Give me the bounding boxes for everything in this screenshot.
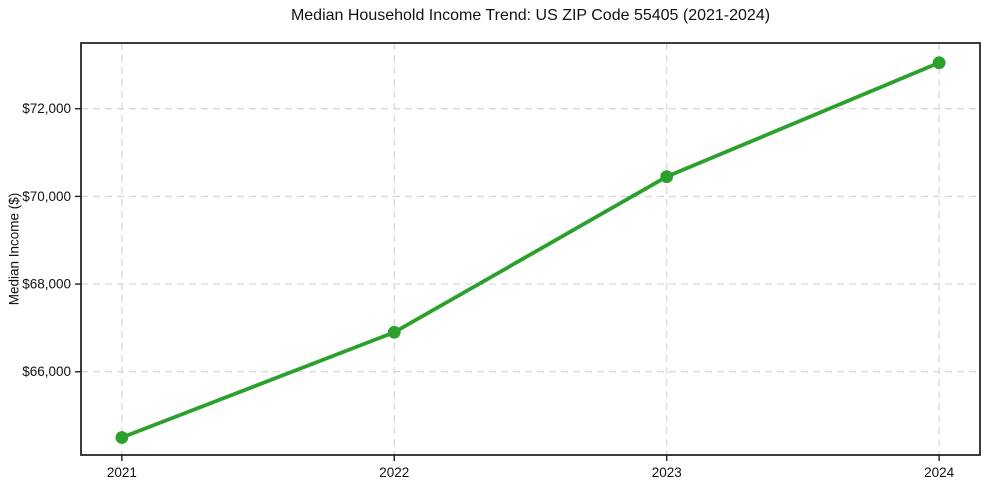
data-point [115,431,129,444]
data-point [660,170,674,184]
x-tick-label: 2022 [379,465,409,480]
y-tick-label: $72,000 [22,101,71,116]
y-tick-label: $68,000 [22,277,71,292]
data-point [387,325,401,339]
y-tick-label: $70,000 [22,189,71,204]
x-tick-label: 2024 [924,465,955,480]
x-tick-label: 2021 [107,465,137,480]
x-tick-label: 2023 [652,465,682,480]
y-tick-label: $66,000 [22,364,71,379]
trend-line [119,60,942,440]
plot-border [80,42,981,456]
data-point [932,56,946,70]
chart-title: Median Household Income Trend: US ZIP Co… [290,7,771,24]
